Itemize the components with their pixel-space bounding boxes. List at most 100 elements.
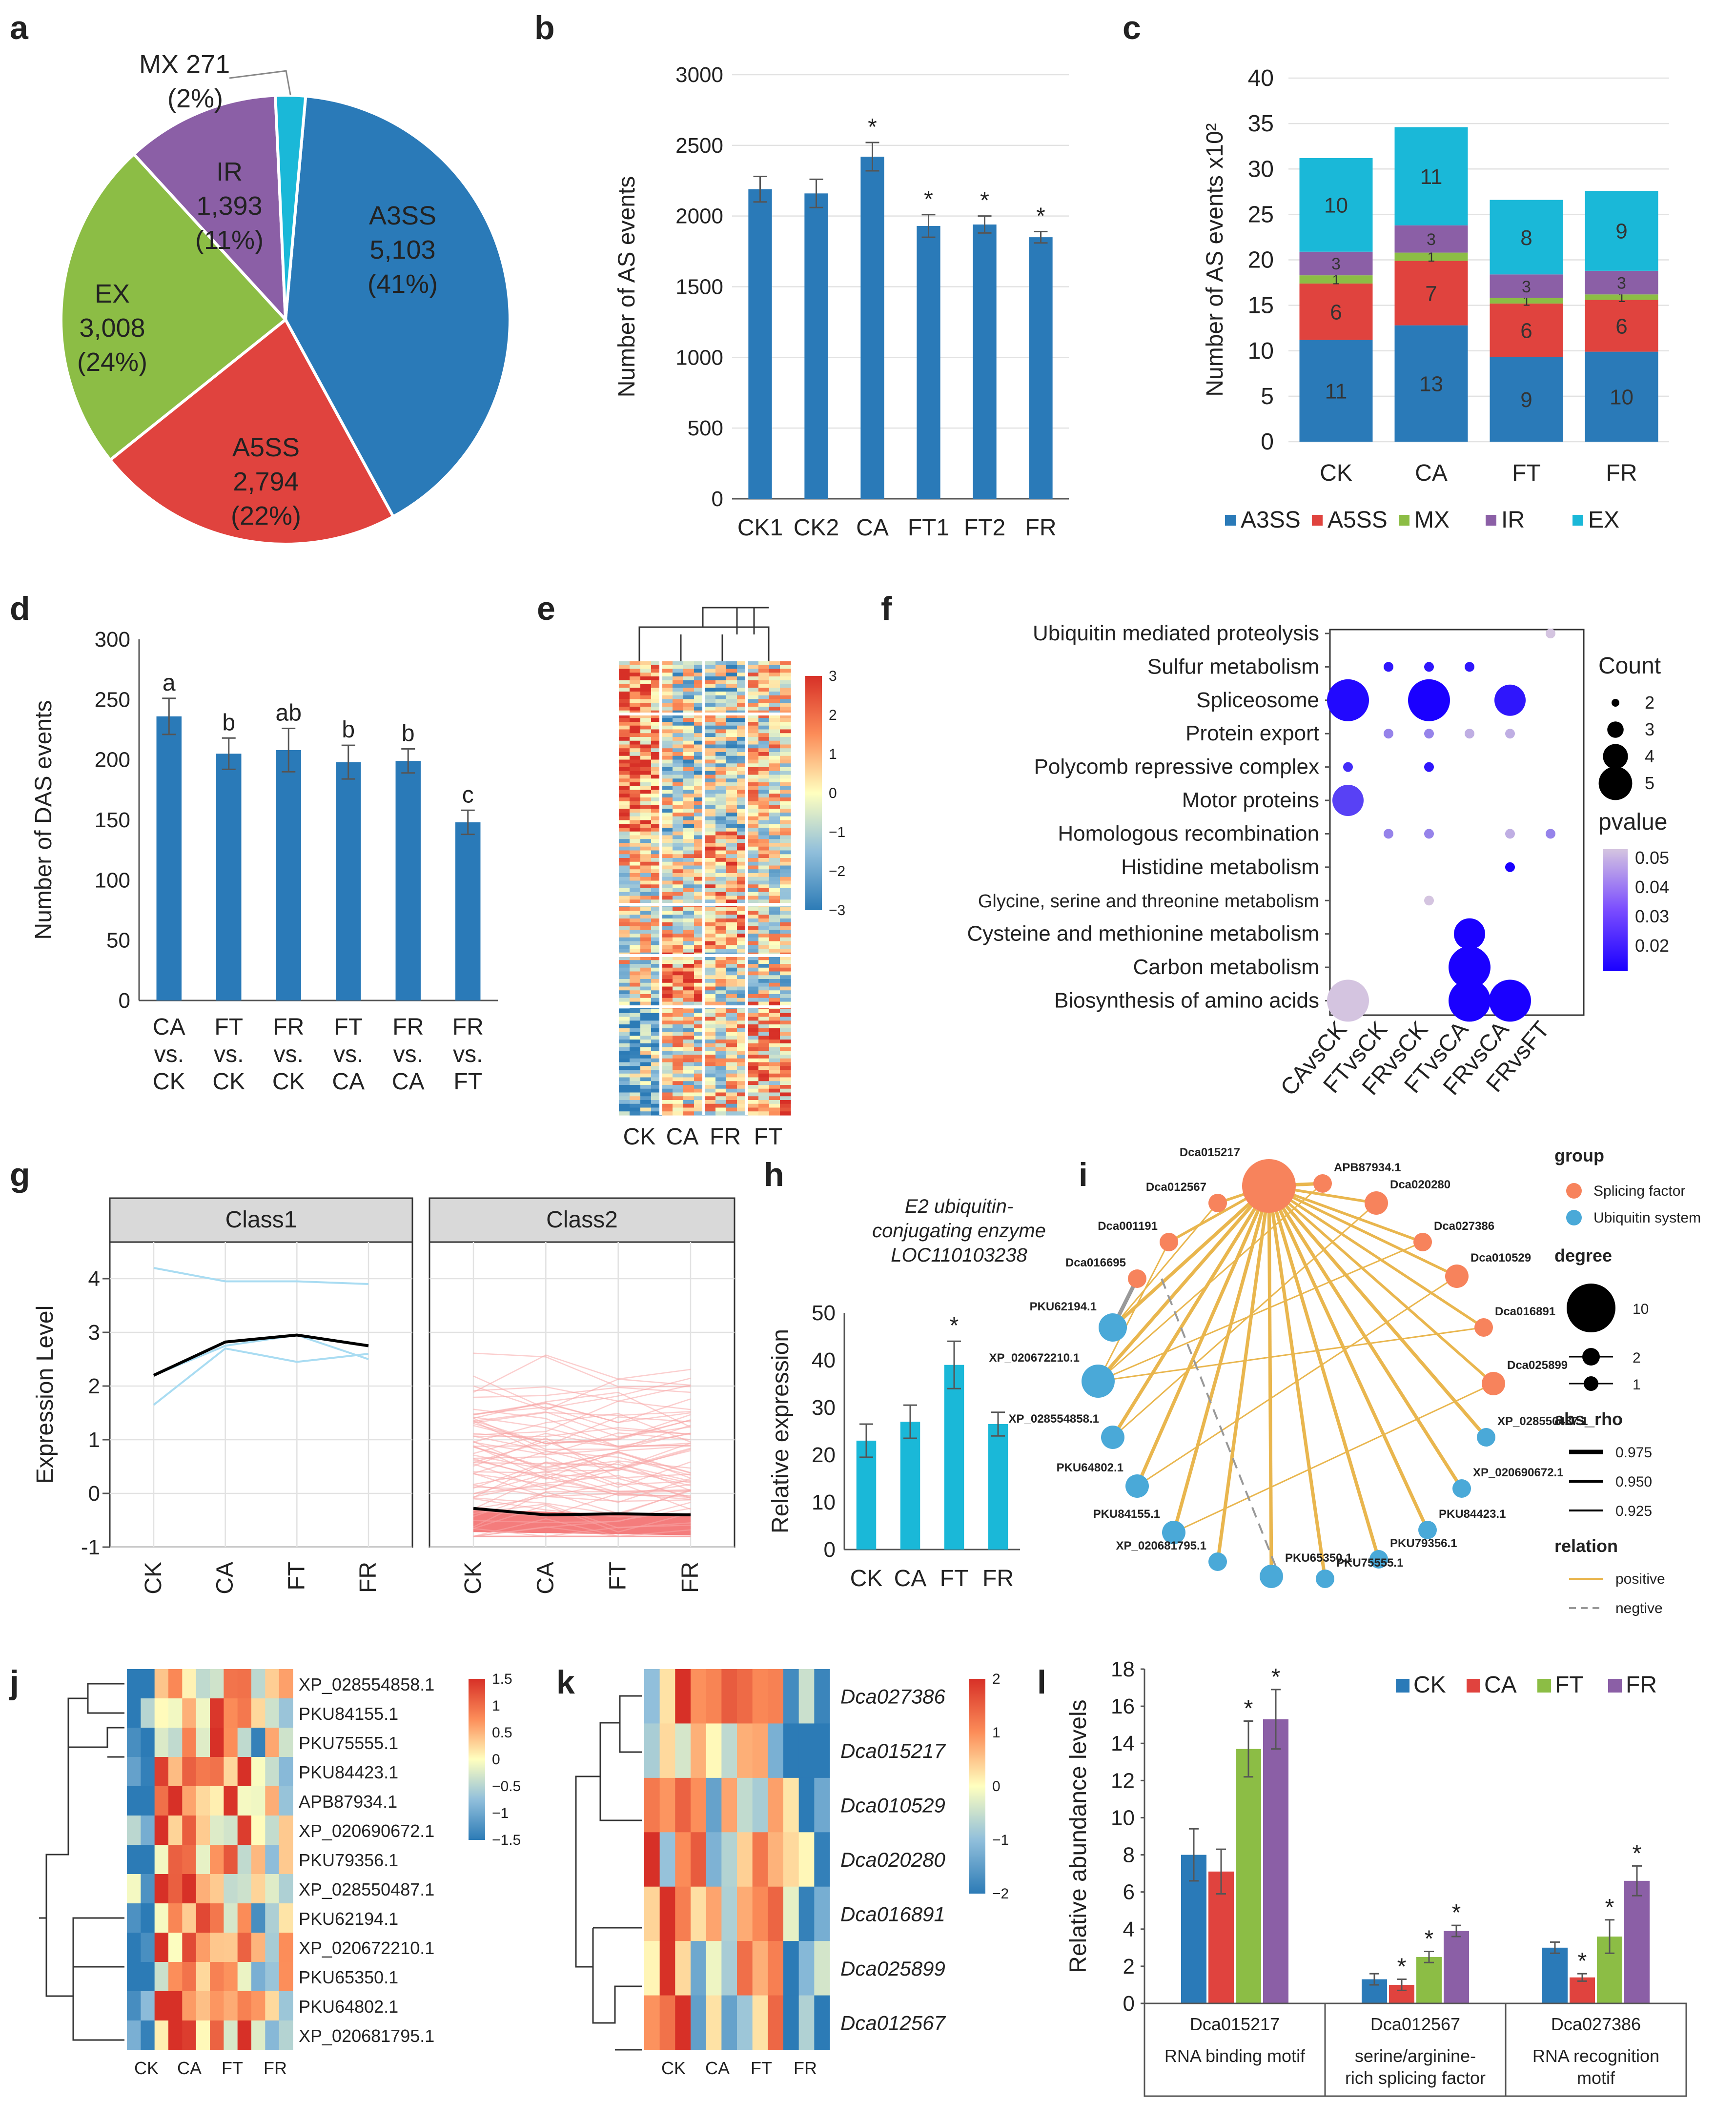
- stack-segment-ex: [1299, 158, 1373, 252]
- heat-cell: [726, 744, 737, 749]
- heat-cell: [721, 1669, 737, 1724]
- heat-cell: [640, 1092, 652, 1097]
- heat-cell: [769, 982, 780, 987]
- heat-cell: [758, 1066, 770, 1070]
- heat-cell: [210, 1786, 224, 1816]
- heat-cell: [673, 661, 684, 666]
- heat-cell: [662, 839, 673, 843]
- heat-cell: [748, 892, 759, 897]
- edge-positive: [1111, 1185, 1270, 1438]
- heat-cell: [619, 661, 630, 666]
- heat-cell: [715, 1051, 727, 1055]
- heat-cell: [737, 888, 748, 893]
- heat-cell: [758, 722, 770, 726]
- heat-cell: [662, 684, 673, 688]
- heat-cell: [640, 1040, 652, 1044]
- heat-cell: [127, 1903, 141, 1933]
- heat-cell: [694, 971, 705, 976]
- heat-cell: [798, 1886, 815, 1941]
- heat-cell: [726, 669, 737, 673]
- heat-cell: [726, 748, 737, 753]
- heat-cell: [640, 967, 652, 972]
- mean-line: [473, 1507, 691, 1517]
- heat-cell: [758, 1009, 770, 1014]
- heat-cell: [683, 733, 694, 737]
- heat-cell: [705, 956, 716, 960]
- heat-cell: [737, 1096, 748, 1101]
- bar: [336, 762, 361, 1000]
- heat-cell: [683, 982, 694, 987]
- heat-cell: [758, 835, 770, 839]
- heat-cell: [279, 1669, 293, 1699]
- heat-cell: [780, 839, 791, 843]
- heat-cell: [715, 884, 727, 889]
- heat-cell: [748, 828, 759, 832]
- heat-cell: [694, 673, 705, 677]
- heat-cell: [619, 824, 630, 828]
- heat-cell: [726, 733, 737, 737]
- heat-cell: [769, 797, 780, 802]
- heat-cell: [651, 1036, 662, 1040]
- heat-cell: [748, 843, 759, 847]
- heat-cell: [705, 1100, 716, 1104]
- heat-cell: [721, 1777, 737, 1833]
- pie-slice-ir: [131, 94, 287, 324]
- heat-cell: [683, 703, 694, 707]
- heat-cell: [640, 744, 652, 749]
- heat-cell: [630, 692, 641, 696]
- heat-cell: [726, 1096, 737, 1101]
- dot: [1327, 679, 1369, 721]
- heat-cell: [154, 1903, 169, 1933]
- heat-cell: [640, 998, 652, 1002]
- x-tick-label: FT: [214, 1014, 243, 1040]
- x-tick-label: FR: [452, 1014, 484, 1040]
- heat-cell: [769, 1111, 780, 1116]
- heat-cell: [737, 828, 748, 832]
- heat-cell: [737, 899, 748, 904]
- heat-cell: [769, 718, 780, 722]
- heat-cell: [279, 1816, 293, 1845]
- heat-cell: [748, 884, 759, 889]
- heat-cell: [769, 835, 780, 839]
- heat-cell: [705, 930, 716, 934]
- heat-cell: [780, 861, 791, 866]
- heat-cell: [748, 1111, 759, 1116]
- node-label: PKU62194.1: [1030, 1300, 1097, 1313]
- heat-cell: [705, 684, 716, 688]
- heat-cell: [737, 744, 748, 749]
- heat-cell: [737, 994, 748, 999]
- heat-cell: [814, 1777, 830, 1833]
- heat-cell: [780, 813, 791, 817]
- segment-label: 3: [1522, 278, 1531, 296]
- heat-cell: [758, 899, 770, 904]
- heat-cell: [673, 839, 684, 843]
- colorbar-label: 2: [829, 707, 837, 723]
- heat-cell: [224, 2020, 238, 2050]
- heat-cell: [182, 1728, 197, 1757]
- node-label: Dca025899: [1507, 1359, 1568, 1372]
- heat-cell: [619, 752, 630, 756]
- heat-cell: [715, 831, 727, 836]
- heat-cell: [715, 892, 727, 897]
- heat-cell: [619, 733, 630, 737]
- heat-cell: [127, 1816, 141, 1845]
- heat-cell: [769, 956, 780, 960]
- heat-cell: [780, 771, 791, 775]
- heat-cell: [662, 1001, 673, 1006]
- heat-cell: [154, 1933, 169, 1962]
- heat-cell: [196, 1903, 210, 1933]
- member-line: [473, 1411, 691, 1424]
- heat-cell: [705, 794, 716, 798]
- heat-cell: [630, 805, 641, 809]
- heat-cell: [748, 1085, 759, 1089]
- heat-cell: [619, 695, 630, 700]
- heat-cell: [705, 1107, 716, 1112]
- heat-cell: [673, 1032, 684, 1036]
- colorbar-label: 0: [992, 1778, 1001, 1795]
- heat-cell: [210, 1669, 224, 1699]
- pie-label-name: A5SS: [232, 433, 300, 462]
- network-node-sf: [1128, 1269, 1146, 1288]
- heat-cell: [780, 748, 791, 753]
- heat-cell: [726, 1073, 737, 1078]
- heat-cell: [726, 949, 737, 953]
